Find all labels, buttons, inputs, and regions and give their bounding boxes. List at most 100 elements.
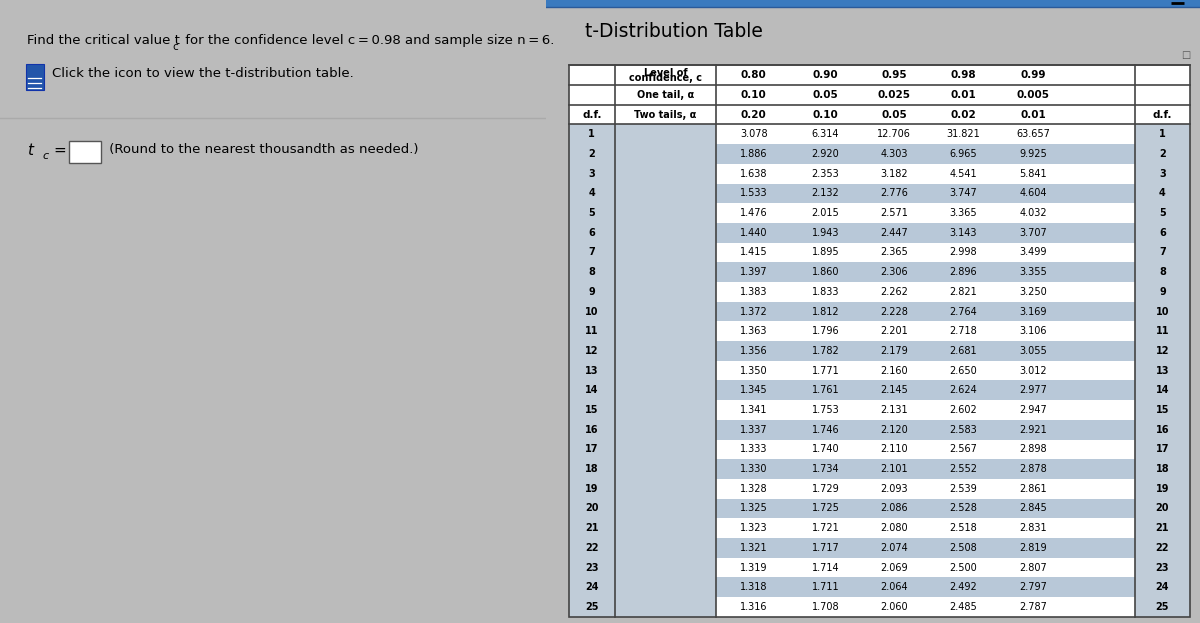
Text: 5: 5: [1159, 208, 1165, 218]
Text: 19: 19: [1156, 484, 1169, 494]
Text: 2.861: 2.861: [1020, 484, 1048, 494]
Bar: [716, 223, 1135, 242]
Text: 2.179: 2.179: [881, 346, 908, 356]
Text: 3.250: 3.250: [1019, 287, 1048, 297]
Text: 1.782: 1.782: [811, 346, 840, 356]
Text: 2.201: 2.201: [881, 326, 908, 336]
Text: 1.943: 1.943: [812, 228, 839, 238]
Text: 1.397: 1.397: [740, 267, 768, 277]
Text: 11: 11: [586, 326, 599, 336]
Bar: [569, 498, 614, 518]
Text: 1.337: 1.337: [740, 425, 768, 435]
Text: Click the icon to view the t-distribution table.: Click the icon to view the t-distributio…: [52, 67, 354, 80]
Bar: [569, 459, 614, 479]
Text: =: =: [50, 143, 70, 158]
Bar: [716, 361, 1135, 381]
Text: 2.831: 2.831: [1020, 523, 1048, 533]
Bar: [1135, 144, 1190, 164]
Text: 2.571: 2.571: [881, 208, 908, 218]
Text: 25: 25: [1156, 602, 1169, 612]
Text: 1.740: 1.740: [811, 444, 839, 454]
Text: 1.330: 1.330: [740, 464, 767, 474]
Bar: [716, 558, 1135, 578]
Text: 1.895: 1.895: [811, 247, 839, 257]
Text: 1.383: 1.383: [740, 287, 767, 297]
Bar: [614, 125, 716, 144]
Bar: [1135, 361, 1190, 381]
Text: 1.753: 1.753: [811, 405, 840, 415]
Text: 12: 12: [586, 346, 599, 356]
Bar: [1135, 597, 1190, 617]
Text: confidence, c: confidence, c: [629, 73, 702, 83]
Text: 15: 15: [1156, 405, 1169, 415]
Text: 2.262: 2.262: [881, 287, 908, 297]
Text: 9: 9: [588, 287, 595, 297]
Bar: [569, 203, 614, 223]
Text: 1.833: 1.833: [812, 287, 839, 297]
Bar: [614, 184, 716, 203]
Text: 3.169: 3.169: [1020, 307, 1046, 316]
Text: 22: 22: [586, 543, 599, 553]
Text: 0.10: 0.10: [812, 110, 839, 120]
Bar: [1135, 459, 1190, 479]
Bar: [1135, 203, 1190, 223]
Bar: [716, 125, 1135, 144]
Bar: [716, 203, 1135, 223]
Bar: [716, 400, 1135, 420]
Text: 2.878: 2.878: [1019, 464, 1048, 474]
Text: 2.447: 2.447: [881, 228, 908, 238]
Bar: [569, 125, 614, 144]
Text: 4: 4: [1159, 188, 1165, 198]
Text: 2.131: 2.131: [881, 405, 908, 415]
Bar: [716, 242, 1135, 262]
Text: 3.707: 3.707: [1019, 228, 1048, 238]
Bar: [26, 64, 43, 90]
Text: 3.012: 3.012: [1020, 366, 1048, 376]
Text: 3.106: 3.106: [1020, 326, 1046, 336]
Bar: [614, 341, 716, 361]
Bar: [614, 302, 716, 321]
Text: 1.372: 1.372: [739, 307, 768, 316]
Text: 1.323: 1.323: [740, 523, 768, 533]
Text: 22: 22: [1156, 543, 1169, 553]
Bar: [1135, 538, 1190, 558]
Text: 2.977: 2.977: [1019, 385, 1048, 396]
Text: 1.341: 1.341: [740, 405, 767, 415]
Text: 1.533: 1.533: [740, 188, 768, 198]
Text: 25: 25: [586, 602, 599, 612]
Text: 0.20: 0.20: [740, 110, 767, 120]
Text: 2.552: 2.552: [949, 464, 977, 474]
Text: 17: 17: [1156, 444, 1169, 454]
Bar: [614, 144, 716, 164]
Bar: [614, 498, 716, 518]
Bar: [614, 479, 716, 498]
Text: 2.947: 2.947: [1019, 405, 1048, 415]
Text: 21: 21: [586, 523, 599, 533]
Bar: [1135, 223, 1190, 242]
Text: 1.345: 1.345: [740, 385, 768, 396]
Text: 1.325: 1.325: [739, 503, 768, 513]
Text: □: □: [1181, 50, 1190, 60]
Text: 6.314: 6.314: [812, 130, 839, 140]
Text: 2.110: 2.110: [881, 444, 908, 454]
Text: 15: 15: [586, 405, 599, 415]
Bar: [716, 302, 1135, 321]
Bar: [716, 262, 1135, 282]
Text: 13: 13: [586, 366, 599, 376]
Bar: [716, 341, 1135, 361]
Bar: [716, 440, 1135, 459]
Text: 1.356: 1.356: [740, 346, 768, 356]
Text: 0.05: 0.05: [812, 90, 839, 100]
Text: 2.998: 2.998: [949, 247, 977, 257]
Text: 0.10: 0.10: [740, 90, 767, 100]
Bar: [614, 597, 716, 617]
Bar: [1135, 400, 1190, 420]
Text: 1.638: 1.638: [740, 169, 767, 179]
Text: 1: 1: [1159, 130, 1165, 140]
Text: 0.99: 0.99: [1020, 70, 1046, 80]
Bar: [614, 440, 716, 459]
Text: 24: 24: [1156, 583, 1169, 592]
Bar: [716, 479, 1135, 498]
Text: 0.90: 0.90: [812, 70, 839, 80]
Text: 1.318: 1.318: [740, 583, 767, 592]
